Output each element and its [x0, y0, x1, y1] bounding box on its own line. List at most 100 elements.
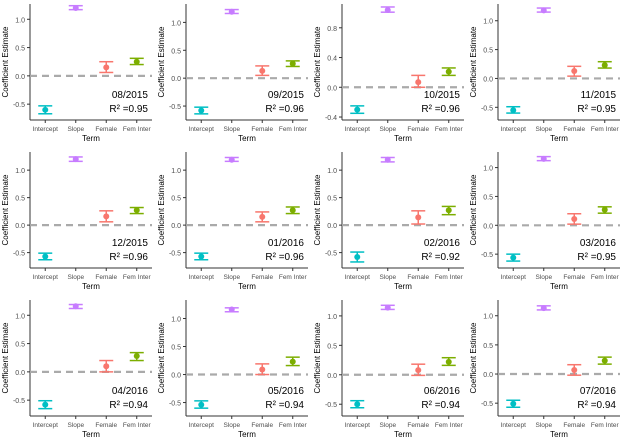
- y-tick-label: 1.0: [15, 168, 25, 175]
- estimate-point: [103, 213, 110, 220]
- x-axis-title: Term: [550, 282, 568, 291]
- estimate-point: [133, 353, 140, 360]
- estimate-point: [198, 107, 205, 114]
- estimate-point: [571, 67, 578, 74]
- x-tick-label: Intercept: [501, 274, 526, 281]
- x-tick-label: Slope: [223, 422, 240, 429]
- x-tick-label: Intercept: [189, 274, 214, 281]
- estimate-point: [445, 68, 452, 75]
- x-tick-label: Female: [407, 274, 429, 281]
- estimate-point: [510, 400, 517, 407]
- panel-r2-label: R² =0.94: [265, 400, 304, 411]
- x-tick-label: Fem Inter: [123, 422, 152, 429]
- panel-r2-label: R² =0.94: [421, 400, 460, 411]
- y-axis-title: Coefficient Estimate: [469, 322, 478, 394]
- estimate-point: [354, 254, 361, 261]
- y-tick-label: 0.5: [483, 194, 493, 201]
- y-tick-label: 1.0: [483, 166, 493, 173]
- estimate-point: [289, 358, 296, 365]
- chart-panel: -0.5 0.0 0.5 1.0 Intercept Slope Female Fem Int…: [469, 300, 620, 439]
- x-tick-label: Intercept: [501, 126, 526, 133]
- estimate-point: [133, 58, 140, 65]
- y-tick-label: 1.0: [483, 19, 493, 26]
- estimate-point: [259, 67, 266, 74]
- y-tick-label: 0.8: [327, 26, 337, 33]
- estimate-point: [289, 207, 296, 214]
- x-tick-label: Fem Inter: [591, 422, 620, 429]
- panel-r2-label: R² =0.94: [109, 400, 148, 411]
- y-tick-label: 0.0: [171, 76, 181, 83]
- estimate-point: [415, 79, 422, 86]
- chart-panel: -0.5 0.0 0.5 1.0 Intercept Slope Female Fem Int…: [157, 300, 308, 439]
- panel-r2-label: R² =0.96: [265, 252, 304, 263]
- panel-date-label: 10/2015: [424, 90, 461, 101]
- estimate-point: [259, 213, 266, 220]
- x-tick-label: Fem Inter: [279, 422, 308, 429]
- estimate-point: [601, 206, 608, 213]
- estimate-point: [72, 156, 79, 163]
- y-tick-label: 1.0: [15, 313, 25, 320]
- x-tick-label: Intercept: [345, 422, 370, 429]
- y-tick-label: 1.0: [327, 168, 337, 175]
- y-tick-label: -0.5: [169, 104, 181, 111]
- panel-r2-label: R² =0.95: [109, 104, 148, 115]
- panel-r2-label: R² =0.92: [421, 252, 460, 263]
- y-tick-label: -0.5: [325, 251, 337, 258]
- y-tick-label: 0.4: [327, 56, 337, 63]
- y-tick-label: 0.0: [15, 74, 25, 81]
- estimate-point: [198, 401, 205, 408]
- estimate-point: [42, 106, 49, 113]
- x-axis-title: Term: [82, 282, 100, 291]
- y-tick-label: -0.5: [481, 105, 493, 112]
- x-tick-label: Fem Inter: [435, 274, 464, 281]
- x-axis-title: Term: [394, 282, 412, 291]
- y-tick-label: 1.0: [327, 314, 337, 321]
- y-tick-label: 0.5: [327, 196, 337, 203]
- panel-date-label: 06/2016: [424, 386, 461, 397]
- x-tick-label: Slope: [67, 422, 84, 429]
- panel-r2-label: R² =0.95: [577, 252, 616, 263]
- y-tick-label: -0.5: [169, 251, 181, 258]
- y-axis-title: Coefficient Estimate: [469, 174, 478, 246]
- y-axis-title: Coefficient Estimate: [157, 322, 166, 394]
- x-tick-label: Fem Inter: [279, 274, 308, 281]
- x-tick-label: Fem Inter: [123, 274, 152, 281]
- estimate-point: [540, 305, 547, 312]
- estimate-point: [415, 367, 422, 374]
- x-axis-title: Term: [238, 282, 256, 291]
- panel-r2-label: R² =0.94: [577, 400, 616, 411]
- y-tick-label: 0.5: [15, 196, 25, 203]
- estimate-point: [571, 366, 578, 373]
- estimate-point: [540, 7, 547, 14]
- y-tick-label: -0.4: [325, 115, 337, 122]
- y-axis-title: Coefficient Estimate: [157, 174, 166, 246]
- estimate-point: [384, 6, 391, 13]
- x-tick-label: Female: [95, 126, 117, 133]
- x-tick-label: Slope: [379, 126, 396, 133]
- x-tick-label: Intercept: [501, 422, 526, 429]
- x-tick-label: Fem Inter: [591, 126, 620, 133]
- y-tick-label: 0.5: [327, 343, 337, 350]
- y-tick-label: 0.5: [483, 48, 493, 55]
- chart-panel: -0.5 0.0 0.5 1.0 Intercept Slope Female Fem Int…: [469, 4, 620, 143]
- x-tick-label: Female: [407, 422, 429, 429]
- chart-panel: -0.5 0.0 0.5 1.0 Intercept Slope Female Fem Int…: [1, 300, 152, 439]
- x-tick-label: Fem Inter: [435, 126, 464, 133]
- estimate-point: [415, 214, 422, 221]
- x-tick-label: Female: [251, 274, 273, 281]
- y-tick-label: 0.5: [483, 343, 493, 350]
- estimate-point: [354, 401, 361, 408]
- y-tick-label: -0.5: [325, 402, 337, 409]
- panel-date-label: 01/2016: [268, 238, 305, 249]
- chart-panel: -0.5 0.0 0.5 1.0 Intercept Slope Female Fem Int…: [313, 152, 464, 291]
- y-tick-label: 0.5: [15, 342, 25, 349]
- y-tick-label: 0.0: [483, 76, 493, 83]
- x-axis-title: Term: [550, 430, 568, 439]
- estimate-point: [103, 363, 110, 370]
- y-tick-label: 0.0: [15, 370, 25, 377]
- estimate-point: [72, 303, 79, 310]
- y-tick-label: 0.0: [483, 372, 493, 379]
- chart-panel: -0.5 0.0 0.5 1.0 Intercept Slope Female Fem Int…: [157, 152, 308, 291]
- estimate-point: [103, 64, 110, 71]
- x-tick-label: Female: [95, 422, 117, 429]
